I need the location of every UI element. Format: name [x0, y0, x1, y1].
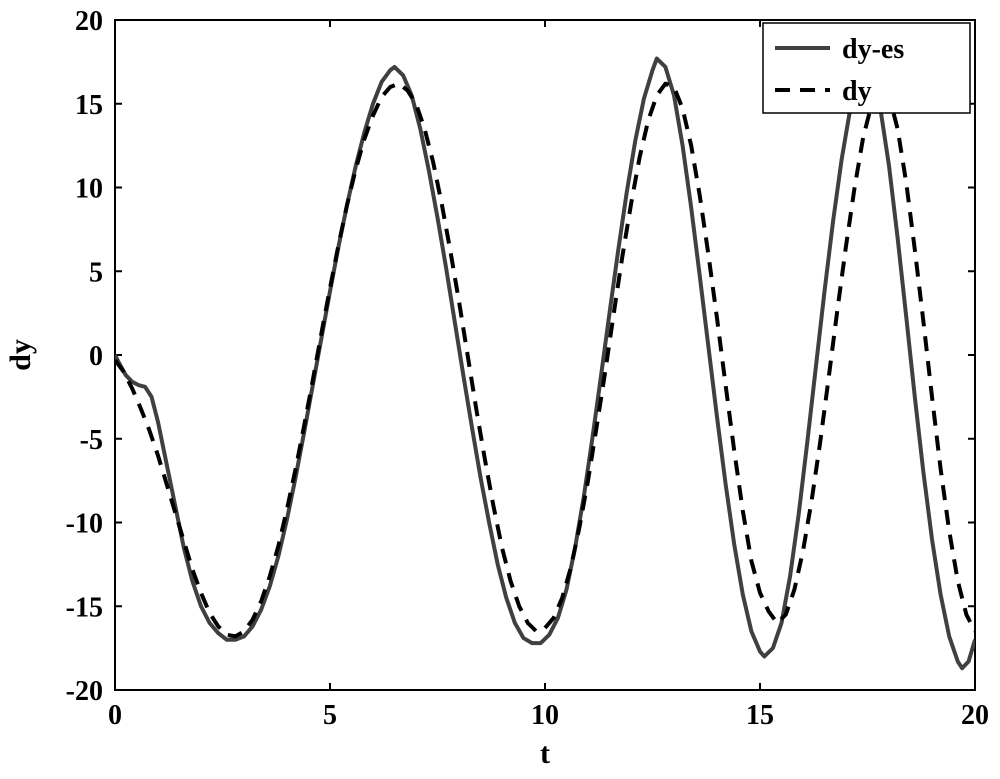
y-tick-label: 20: [75, 6, 103, 37]
legend-label-dy-es: dy-es: [842, 34, 904, 65]
plot-box: [115, 20, 975, 690]
x-tick-label: 5: [323, 700, 337, 731]
y-tick-label: 0: [89, 341, 103, 372]
y-tick-label: -5: [80, 425, 103, 456]
y-tick-label: 15: [75, 90, 103, 121]
y-tick-label: -15: [66, 592, 103, 623]
y-tick-label: 10: [75, 174, 103, 205]
series-dy: [115, 84, 975, 637]
x-axis-label: t: [540, 737, 550, 770]
x-tick-label: 10: [531, 700, 559, 731]
series-dy-es: [115, 59, 975, 669]
x-tick-label: 0: [108, 700, 122, 731]
y-tick-label: -10: [66, 509, 103, 540]
chart-container: 0 5 10 15 20 -20 -15 -10 -5 0 5 10 15 20 t dy dy-es dy: [0, 0, 1000, 779]
line-chart: 0 5 10 15 20 -20 -15 -10 -5 0 5 10 15 20 t dy dy-es dy: [0, 0, 1000, 779]
y-tick-label: 5: [89, 257, 103, 288]
y-tick-label: -20: [66, 676, 103, 707]
plot-group: [115, 59, 975, 669]
x-tick-label: 20: [961, 700, 989, 731]
legend-label-dy: dy: [842, 76, 872, 107]
x-tick-label: 15: [746, 700, 774, 731]
y-axis-label: dy: [4, 339, 37, 371]
